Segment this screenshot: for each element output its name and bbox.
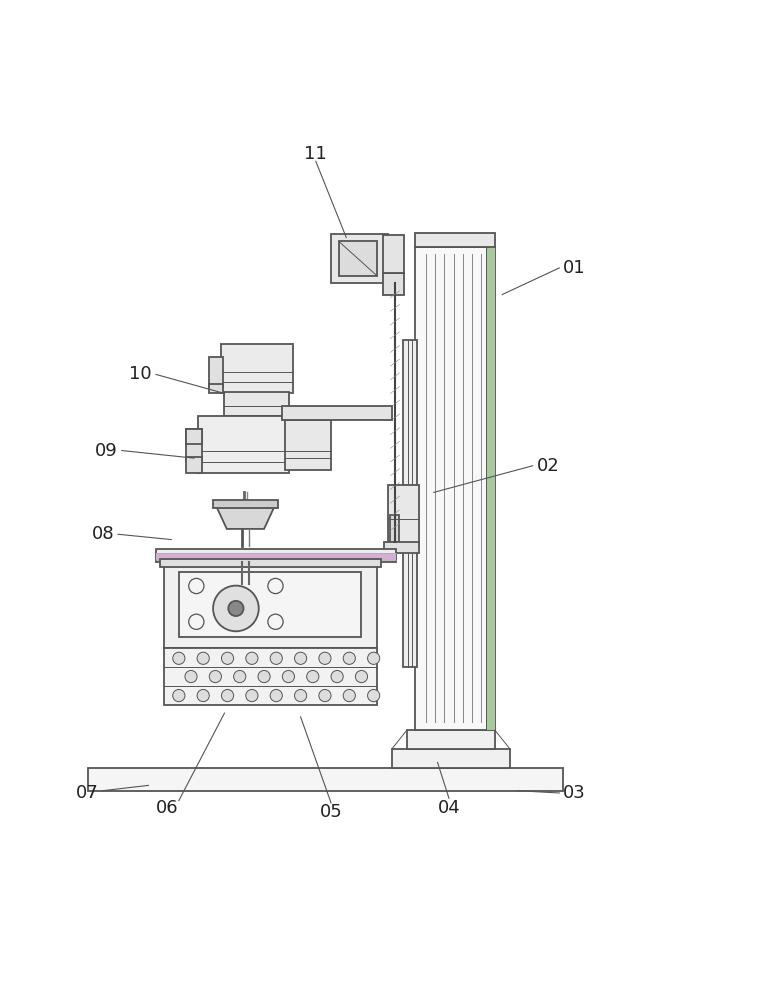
Circle shape [228, 601, 244, 616]
Circle shape [221, 652, 234, 664]
Bar [164, 561, 377, 648]
Text: 02: 02 [537, 457, 559, 475]
Circle shape [343, 689, 355, 702]
Bar [383, 235, 404, 273]
Circle shape [246, 689, 258, 702]
Bar [186, 457, 202, 473]
Bar [213, 500, 278, 508]
Bar [282, 406, 392, 420]
Circle shape [368, 689, 380, 702]
Circle shape [197, 652, 209, 664]
Bar [415, 233, 495, 247]
Text: 03: 03 [563, 784, 586, 802]
Bar [186, 429, 202, 460]
Circle shape [221, 689, 234, 702]
Circle shape [270, 689, 282, 702]
Bar [156, 549, 396, 562]
Bar [209, 357, 223, 387]
Text: 09: 09 [95, 442, 118, 460]
Text: 05: 05 [320, 803, 342, 821]
Circle shape [295, 689, 307, 702]
Circle shape [295, 652, 307, 664]
Circle shape [173, 689, 185, 702]
Circle shape [343, 652, 355, 664]
Bar [383, 273, 404, 295]
Circle shape [331, 670, 343, 683]
Bar [221, 344, 293, 393]
Circle shape [197, 689, 209, 702]
Text: 04: 04 [438, 799, 460, 817]
Bar [339, 241, 377, 276]
Circle shape [258, 670, 270, 683]
Bar [156, 553, 396, 560]
Bar [198, 416, 289, 473]
Bar [407, 730, 495, 749]
Bar [390, 515, 399, 542]
Circle shape [319, 689, 331, 702]
Bar [164, 648, 377, 705]
Circle shape [185, 670, 197, 683]
Bar [403, 340, 417, 667]
Text: 08: 08 [91, 525, 114, 543]
Bar [224, 392, 289, 416]
Text: 10: 10 [129, 365, 152, 383]
Polygon shape [217, 508, 274, 529]
Bar [415, 247, 495, 730]
Bar [384, 542, 419, 553]
Circle shape [282, 670, 295, 683]
Text: 01: 01 [563, 259, 586, 277]
Circle shape [234, 670, 246, 683]
Circle shape [213, 586, 259, 631]
Circle shape [209, 670, 221, 683]
Bar [486, 247, 495, 730]
Circle shape [173, 652, 185, 664]
Circle shape [355, 670, 368, 683]
Text: 11: 11 [304, 145, 327, 163]
Circle shape [246, 652, 258, 664]
Bar [186, 429, 202, 444]
Text: 06: 06 [156, 799, 179, 817]
Bar [179, 572, 361, 637]
Bar [209, 384, 223, 393]
Bar [88, 768, 563, 791]
Text: 07: 07 [76, 784, 99, 802]
Bar [285, 420, 331, 470]
Circle shape [319, 652, 331, 664]
Circle shape [307, 670, 319, 683]
Bar [392, 749, 510, 768]
Bar [160, 559, 380, 567]
Bar [331, 234, 388, 283]
Bar [388, 485, 419, 546]
Circle shape [270, 652, 282, 664]
Circle shape [368, 652, 380, 664]
